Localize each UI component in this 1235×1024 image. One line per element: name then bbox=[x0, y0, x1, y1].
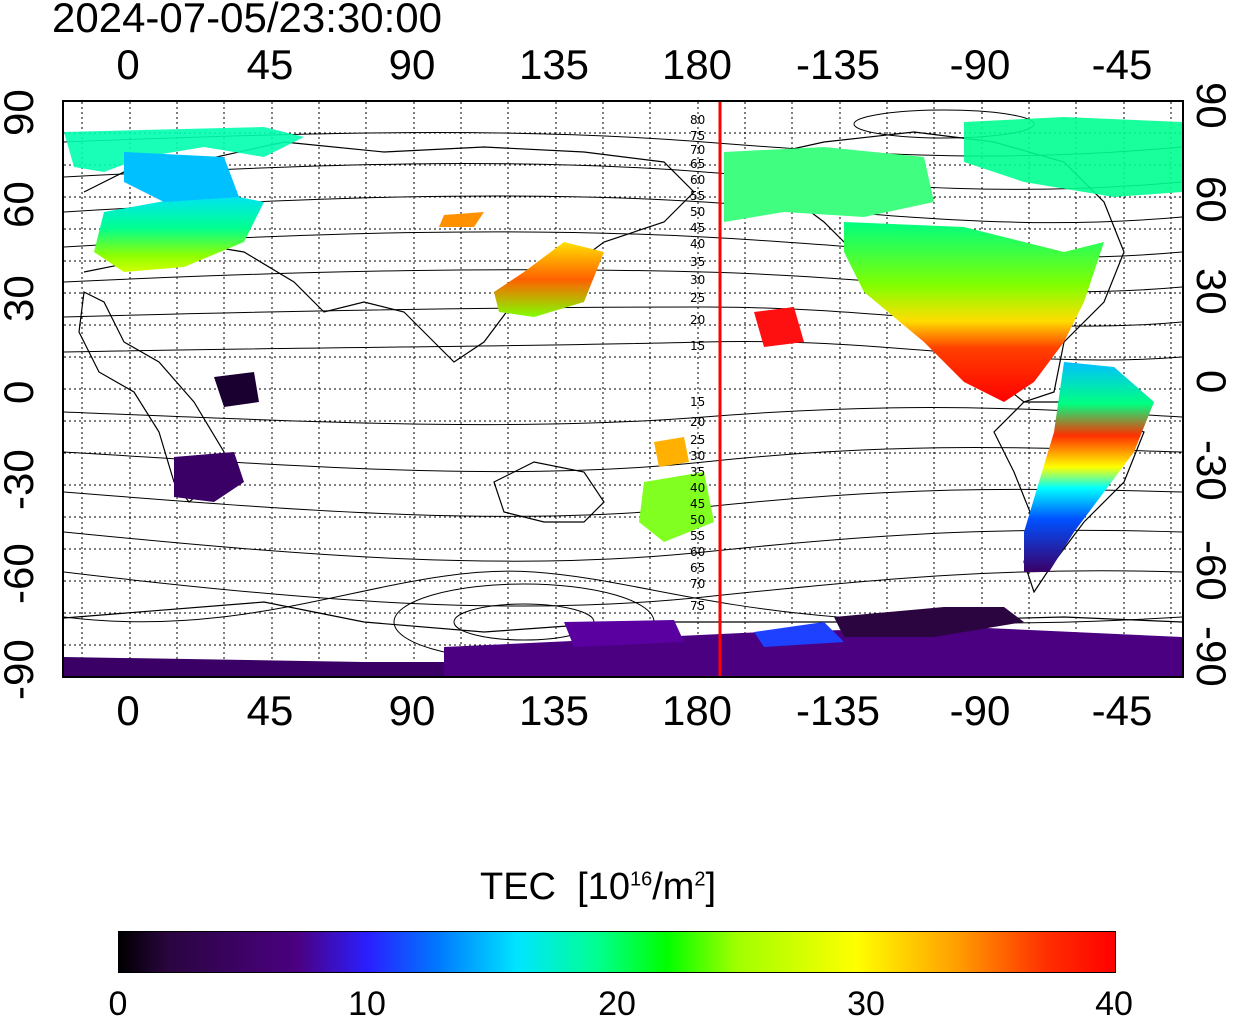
contour-label-s-45: 45 bbox=[690, 497, 705, 511]
contour-labels: 80 75 70 65 60 55 50 45 40 35 30 25 20 1… bbox=[690, 113, 705, 613]
map-timestamp: 2024-07-05/23:30:00 bbox=[52, 0, 442, 41]
x-tick-bottom-1: 45 bbox=[246, 687, 294, 734]
x-tick-bottom-0: 0 bbox=[116, 687, 140, 734]
x-tick-top-0: 0 bbox=[116, 41, 140, 88]
y-tick-right-1: 60 bbox=[1188, 176, 1235, 223]
y-tick-right-2: 30 bbox=[1188, 268, 1235, 315]
colorbar-title-label: TEC bbox=[480, 866, 556, 908]
contour-label-s-50: 50 bbox=[690, 513, 705, 527]
colorbar-label-20: 20 bbox=[598, 985, 636, 1023]
contour-label-n-60: 60 bbox=[690, 173, 705, 187]
contour-label-s-20: 20 bbox=[690, 415, 705, 429]
colorbar-unit-prefix: [10 bbox=[577, 866, 630, 908]
y-tick-left-1: 60 bbox=[0, 181, 42, 228]
contour-label-s-75: 75 bbox=[690, 599, 705, 613]
colorbar-unit-mid: /m bbox=[652, 866, 695, 908]
y-tick-left-0: 90 bbox=[0, 89, 42, 136]
x-tick-bottom-3: 135 bbox=[518, 687, 590, 734]
contour-label-s-30: 30 bbox=[690, 449, 705, 463]
contour-label-n-15: 15 bbox=[690, 339, 705, 353]
x-tick-bottom-2: 90 bbox=[388, 687, 436, 734]
y-tick-right-4: -30 bbox=[1188, 440, 1235, 501]
x-tick-top-1: 45 bbox=[246, 41, 294, 88]
colorbar-title: TEC [1016/m2] bbox=[480, 866, 716, 909]
x-tick-top-7: -45 bbox=[1091, 41, 1153, 88]
contour-label-s-40: 40 bbox=[690, 481, 705, 495]
x-tick-bottom-7: -45 bbox=[1091, 687, 1153, 734]
x-tick-top-5: -135 bbox=[795, 41, 881, 88]
x-tick-bottom-6: -90 bbox=[949, 687, 1011, 734]
tec-data bbox=[64, 117, 1182, 676]
contour-label-n-35: 35 bbox=[690, 255, 705, 269]
y-tick-left-4: -30 bbox=[0, 449, 42, 510]
x-tick-top-3: 135 bbox=[518, 41, 590, 88]
contour-label-n-40: 40 bbox=[690, 237, 705, 251]
y-tick-right-3: 0 bbox=[1188, 370, 1235, 394]
colorbar-unit-exp: 16 bbox=[629, 868, 653, 891]
colorbar-label-40: 40 bbox=[1095, 985, 1133, 1023]
x-tick-top-2: 90 bbox=[388, 41, 436, 88]
contour-label-s-55: 55 bbox=[690, 529, 705, 543]
contour-label-n-25: 25 bbox=[690, 291, 705, 305]
x-tick-top-6: -90 bbox=[949, 41, 1011, 88]
colorbar-unit-exp2: 2 bbox=[694, 868, 706, 891]
contour-label-s-65: 65 bbox=[690, 561, 705, 575]
colorbar-label-0: 0 bbox=[108, 985, 128, 1023]
x-tick-top-4: 180 bbox=[661, 41, 733, 88]
tec-map: 80 75 70 65 60 55 50 45 40 35 30 25 20 1… bbox=[62, 100, 1184, 678]
contour-label-n-20: 20 bbox=[690, 313, 705, 327]
y-tick-left-5: -60 bbox=[0, 543, 42, 604]
contour-label-n-70: 70 bbox=[690, 143, 705, 157]
contour-label-s-35: 35 bbox=[690, 465, 705, 479]
contour-label-n-55: 55 bbox=[690, 189, 705, 203]
x-tick-bottom-4: 180 bbox=[661, 687, 733, 734]
contour-label-n-45: 45 bbox=[690, 221, 705, 235]
contour-label-s-15: 15 bbox=[690, 395, 705, 409]
contour-label-s-70: 70 bbox=[690, 577, 705, 591]
magnetic-contours bbox=[64, 109, 1182, 661]
tec-colorbar bbox=[118, 931, 1116, 973]
y-tick-left-3: 0 bbox=[0, 381, 42, 404]
contour-label-s-25: 25 bbox=[690, 433, 705, 447]
contour-label-n-65: 65 bbox=[690, 157, 705, 171]
y-tick-right-0: 90 bbox=[1188, 82, 1235, 129]
contour-label-n-30: 30 bbox=[690, 273, 705, 287]
colorbar-label-30: 30 bbox=[847, 985, 885, 1023]
colorbar-unit-suffix: ] bbox=[705, 866, 717, 908]
contour-label-n-75: 75 bbox=[690, 129, 705, 143]
colorbar-label-10: 10 bbox=[348, 985, 386, 1023]
y-tick-right-6: -90 bbox=[1188, 626, 1235, 687]
y-tick-left-2: 30 bbox=[0, 275, 42, 322]
y-tick-right-5: -60 bbox=[1188, 540, 1235, 601]
contour-label-n-80: 80 bbox=[690, 113, 705, 127]
y-tick-left-6: -90 bbox=[0, 639, 42, 700]
tec-map-svg: 80 75 70 65 60 55 50 45 40 35 30 25 20 1… bbox=[64, 102, 1182, 676]
contour-label-s-60: 60 bbox=[690, 545, 705, 559]
x-tick-bottom-5: -135 bbox=[795, 687, 881, 734]
contour-label-n-50: 50 bbox=[690, 205, 705, 219]
